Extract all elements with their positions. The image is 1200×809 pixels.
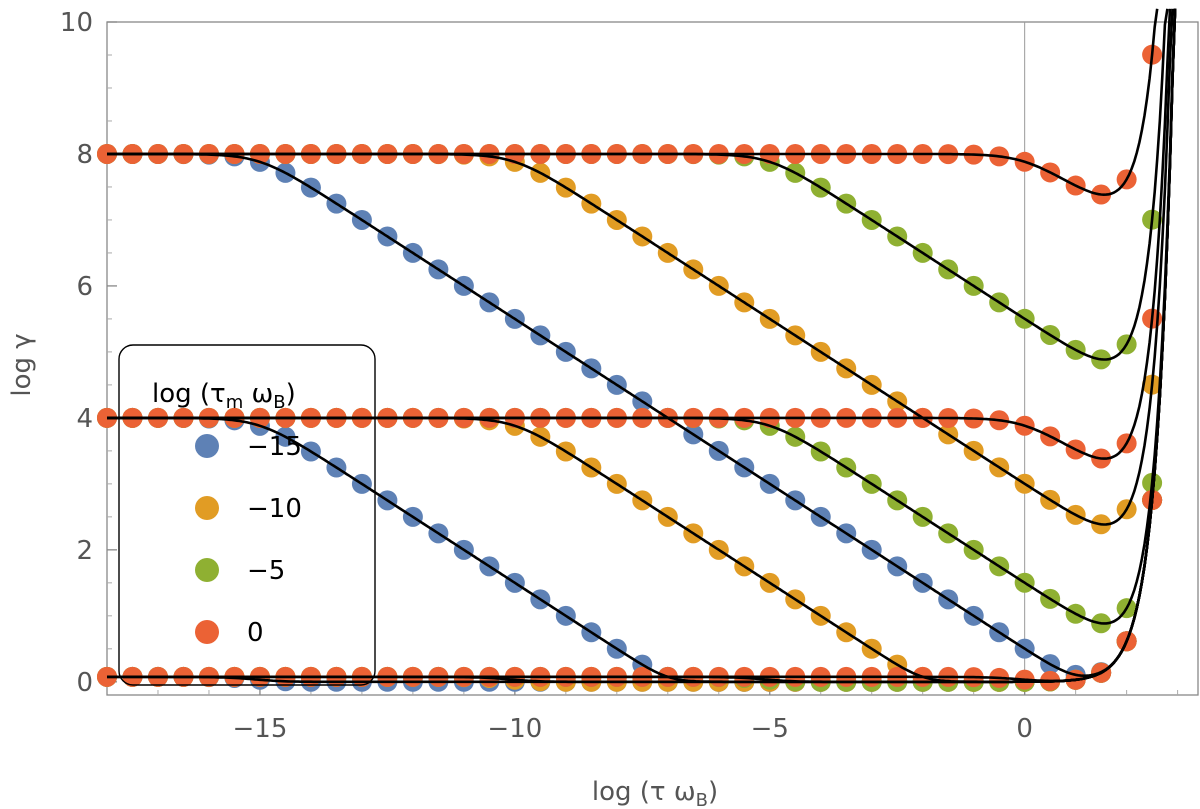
legend-title-sub: B [273, 392, 285, 413]
legend-title-sub: m [226, 392, 244, 413]
legend-title-text: log (τ [152, 379, 226, 409]
legend-swatch [195, 434, 219, 458]
y-axis-label: log γ [7, 333, 37, 396]
series-6 [97, 143, 1163, 370]
legend-entry-label: −10 [247, 494, 302, 524]
x-tick-label: −5 [751, 714, 789, 744]
fit-curve-11 [107, 8, 1177, 683]
x-axis-label: log (τ ωB) [592, 777, 718, 809]
legend-title-text: ) [286, 379, 296, 409]
y-tick-label: 8 [76, 140, 93, 170]
fit-curve-6 [107, 8, 1169, 361]
legend-swatch [195, 620, 219, 644]
fit-curves [107, 8, 1177, 684]
legend-box [118, 344, 376, 686]
plot-frame [106, 21, 1199, 696]
x-tick-label: −10 [487, 714, 542, 744]
legend-title: log (τm ωB) [152, 379, 296, 413]
legend-swatch [195, 496, 219, 520]
legend-title-text: ω [243, 379, 273, 409]
legend-entry-label: −5 [247, 556, 285, 586]
legend-entry-label: 0 [247, 618, 264, 648]
legend-entry-label: −15 [247, 432, 302, 462]
x-axis-ticks: −15 −10 −5 0 [157, 685, 1179, 744]
series-9 [97, 44, 1163, 205]
y-tick-label: 2 [76, 536, 93, 566]
fit-curve-0 [107, 8, 1177, 677]
y-tick-label: 10 [60, 8, 93, 38]
fit-curve-10 [107, 8, 1172, 460]
y-tick-label: 4 [76, 404, 93, 434]
legend-swatch [195, 558, 219, 582]
y-tick-label: 0 [76, 668, 93, 698]
y-axis-ticks: 0 2 4 6 8 10 [60, 8, 117, 698]
x-tick-label: 0 [1016, 714, 1033, 744]
x-tick-label: −15 [233, 714, 288, 744]
fit-curve-9 [107, 8, 1159, 197]
plot-border [106, 21, 1199, 696]
legend: log (τm ωB) −15 −10 −5 0 [118, 344, 376, 686]
y-tick-label: 6 [76, 272, 93, 302]
